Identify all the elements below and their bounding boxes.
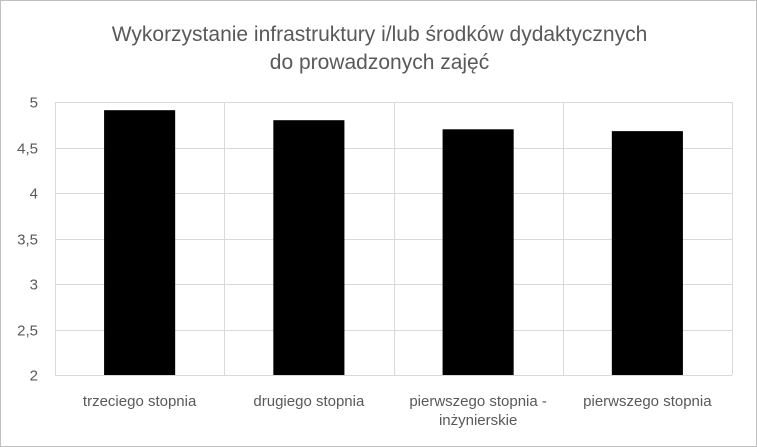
x-axis-ticks: trzeciego stopnia drugiego stopnia pierwsz… [83, 393, 712, 429]
y-axis-ticks: 2 2,5 3 3,5 4 4,5 5 [17, 95, 38, 385]
bar [611, 131, 683, 375]
x-tick-label: pierwszego stopnia [583, 393, 712, 410]
x-tick-label: inżynierskie [439, 412, 517, 429]
bar [273, 120, 345, 375]
bar [442, 129, 514, 375]
y-tick-label: 3 [30, 277, 38, 294]
y-tick-label: 5 [30, 95, 38, 112]
chart-title-line-2: do prowadzonych zajęć [269, 51, 490, 74]
x-tick-label: pierwszego stopnia - [409, 393, 547, 410]
x-tick-label: drugiego stopnia [253, 393, 365, 410]
bar-layer [104, 110, 683, 375]
y-tick-label: 4,5 [17, 141, 38, 158]
chart-title-line-1: Wykorzystanie infrastruktury i/lub środk… [111, 23, 648, 46]
y-tick-label: 2,5 [17, 323, 38, 340]
y-tick-label: 4 [30, 186, 38, 203]
bar [104, 110, 176, 375]
chart-title: Wykorzystanie infrastruktury i/lub środk… [1, 21, 757, 77]
x-tick-label: trzeciego stopnia [83, 393, 197, 410]
y-tick-label: 2 [30, 368, 38, 385]
y-tick-label: 3,5 [17, 232, 38, 249]
